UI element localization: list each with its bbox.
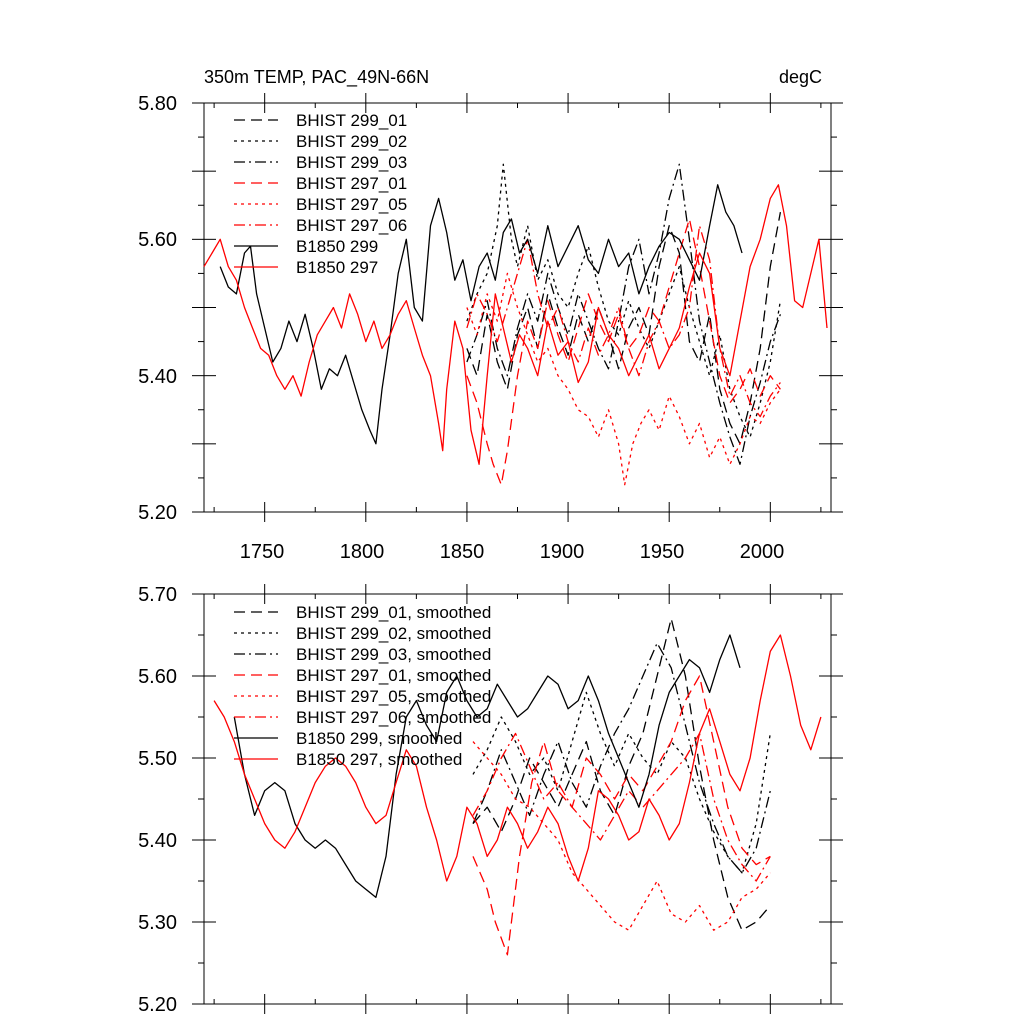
top-panel-title: 350m TEMP, PAC_49N-66N (204, 67, 429, 88)
top-series-group (203, 163, 828, 486)
bottom-y-tick-label: 5.60 (138, 666, 177, 688)
legend-label-b1850-297: B1850 297 (296, 258, 378, 277)
series-line-bhist-297-01-smoothed (472, 675, 771, 956)
legend-label-bhist-299-02: BHIST 299_02 (296, 132, 407, 151)
series-line-b1850-297 (203, 184, 828, 465)
legend-label-bhist-299-03-smoothed: BHIST 299_03, smoothed (296, 645, 491, 664)
top-x-tick-label: 1850 (440, 541, 485, 563)
legend-label-bhist-297-05-smoothed: BHIST 297_05, smoothed (296, 687, 491, 706)
legend-label-bhist-297-06: BHIST 297_06 (296, 216, 407, 235)
series-line-bhist-297-06-smoothed (472, 732, 771, 882)
bottom-axis-ticks (192, 584, 843, 1014)
series-line-bhist-299-01-smoothed (472, 617, 771, 931)
bottom-y-tick-labels: 5.20 5.30 5.40 5.50 5.60 5.70 (138, 584, 177, 1016)
bottom-y-tick-label: 5.50 (138, 748, 177, 770)
legend-label-b1850-297-smoothed: B1850 297, smoothed (296, 750, 462, 769)
series-line-bhist-297-01 (466, 218, 781, 486)
legend-label-bhist-299-03: BHIST 299_03 (296, 153, 407, 172)
top-y-tick-label: 5.60 (138, 229, 177, 251)
series-line-bhist-299-03 (466, 163, 782, 465)
top-legend: BHIST 299_01 BHIST 299_02 BHIST 299_03 B… (234, 111, 407, 277)
top-x-tick-label: 1800 (340, 541, 385, 563)
series-line-bhist-299-02-smoothed (472, 691, 771, 874)
bottom-y-tick-label: 5.20 (138, 994, 177, 1016)
legend-label-bhist-299-02-smoothed: BHIST 299_02, smoothed (296, 624, 491, 643)
legend-label-bhist-297-05: BHIST 297_05 (296, 195, 407, 214)
top-y-tick-label: 5.40 (138, 366, 177, 388)
legend-label-bhist-297-06-smoothed: BHIST 297_06, smoothed (296, 708, 491, 727)
bottom-series-group (213, 617, 822, 956)
top-panel: 350m TEMP, PAC_49N-66N degC 5.20 5.40 5.… (138, 67, 843, 563)
legend-label-bhist-299-01-smoothed: BHIST 299_01, smoothed (296, 603, 491, 622)
series-line-bhist-299-02 (466, 163, 782, 438)
series-line-b1850-299-smoothed (233, 634, 741, 899)
series-line-b1850-299 (219, 184, 743, 445)
legend-label-bhist-299-01: BHIST 299_01 (296, 111, 407, 130)
series-line-bhist-297-05-smoothed (472, 741, 771, 931)
top-x-tick-label: 1900 (540, 541, 585, 563)
top-y-tick-label: 5.80 (138, 93, 177, 115)
series-line-bhist-297-05 (466, 272, 781, 486)
legend-label-b1850-299: B1850 299 (296, 237, 378, 256)
top-panel-units: degC (779, 67, 822, 87)
bottom-panel: 5.20 5.30 5.40 5.50 5.60 5.70 BHIST 299_… (138, 584, 843, 1016)
legend-label-bhist-297-01: BHIST 297_01 (296, 174, 407, 193)
top-x-tick-labels: 1750 1800 1850 1900 1950 2000 (240, 541, 785, 563)
top-axis-ticks (192, 93, 843, 522)
bottom-y-tick-label: 5.30 (138, 912, 177, 934)
top-x-tick-label: 1750 (240, 541, 285, 563)
top-y-tick-labels: 5.20 5.40 5.60 5.80 (138, 93, 177, 524)
bottom-legend: BHIST 299_01, smoothed BHIST 299_02, smo… (234, 603, 491, 769)
series-line-bhist-299-01 (466, 211, 782, 445)
series-line-b1850-297-smoothed (213, 634, 822, 882)
top-y-tick-label: 5.20 (138, 502, 177, 524)
legend-label-b1850-299-smoothed: B1850 299, smoothed (296, 729, 462, 748)
bottom-y-tick-label: 5.40 (138, 830, 177, 852)
legend-label-bhist-297-01-smoothed: BHIST 297_01, smoothed (296, 666, 491, 685)
bottom-y-tick-label: 5.70 (138, 584, 177, 606)
series-line-bhist-299-03-smoothed (472, 642, 771, 874)
top-x-tick-label: 1950 (640, 541, 685, 563)
top-x-tick-label: 2000 (740, 541, 785, 563)
